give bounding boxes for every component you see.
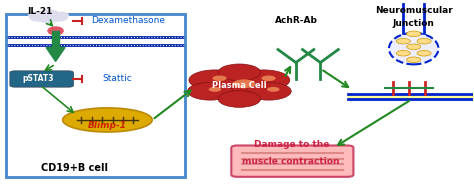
Circle shape [238, 70, 290, 90]
Circle shape [396, 38, 410, 44]
Text: Damage to the: Damage to the [254, 140, 329, 149]
Circle shape [29, 12, 44, 18]
Circle shape [209, 87, 221, 92]
Text: Junction: Junction [393, 19, 435, 28]
Circle shape [188, 82, 233, 100]
Circle shape [38, 10, 59, 18]
Circle shape [246, 82, 291, 100]
Circle shape [417, 50, 431, 56]
Circle shape [53, 12, 68, 18]
Circle shape [218, 91, 261, 107]
Text: AchR-Ab: AchR-Ab [274, 16, 317, 25]
Ellipse shape [63, 108, 152, 132]
Circle shape [30, 13, 50, 21]
Circle shape [233, 79, 255, 88]
Bar [52, 31, 59, 48]
Circle shape [262, 75, 276, 81]
Text: pSTAT3: pSTAT3 [23, 74, 54, 83]
Circle shape [417, 38, 431, 44]
Circle shape [212, 75, 227, 81]
Circle shape [407, 57, 421, 63]
Text: Dexamethasone: Dexamethasone [91, 16, 165, 25]
Ellipse shape [48, 27, 63, 35]
Text: IL-21: IL-21 [27, 7, 53, 16]
Text: Plasma Cell: Plasma Cell [212, 81, 267, 90]
FancyBboxPatch shape [10, 71, 73, 87]
Text: CD19+B cell: CD19+B cell [41, 163, 108, 173]
Circle shape [407, 31, 421, 37]
Polygon shape [46, 48, 65, 61]
Circle shape [267, 87, 280, 92]
Ellipse shape [389, 33, 438, 64]
Text: Blimp-1: Blimp-1 [88, 121, 127, 130]
Text: muscle contraction: muscle contraction [242, 157, 340, 166]
Circle shape [199, 70, 279, 101]
Circle shape [218, 64, 261, 81]
Text: Stattic: Stattic [103, 74, 132, 83]
Text: Neuromuscular: Neuromuscular [375, 6, 453, 15]
Circle shape [407, 44, 421, 50]
Circle shape [40, 16, 57, 23]
FancyBboxPatch shape [231, 146, 354, 177]
Circle shape [46, 13, 67, 21]
Circle shape [396, 50, 410, 56]
Circle shape [189, 70, 241, 90]
